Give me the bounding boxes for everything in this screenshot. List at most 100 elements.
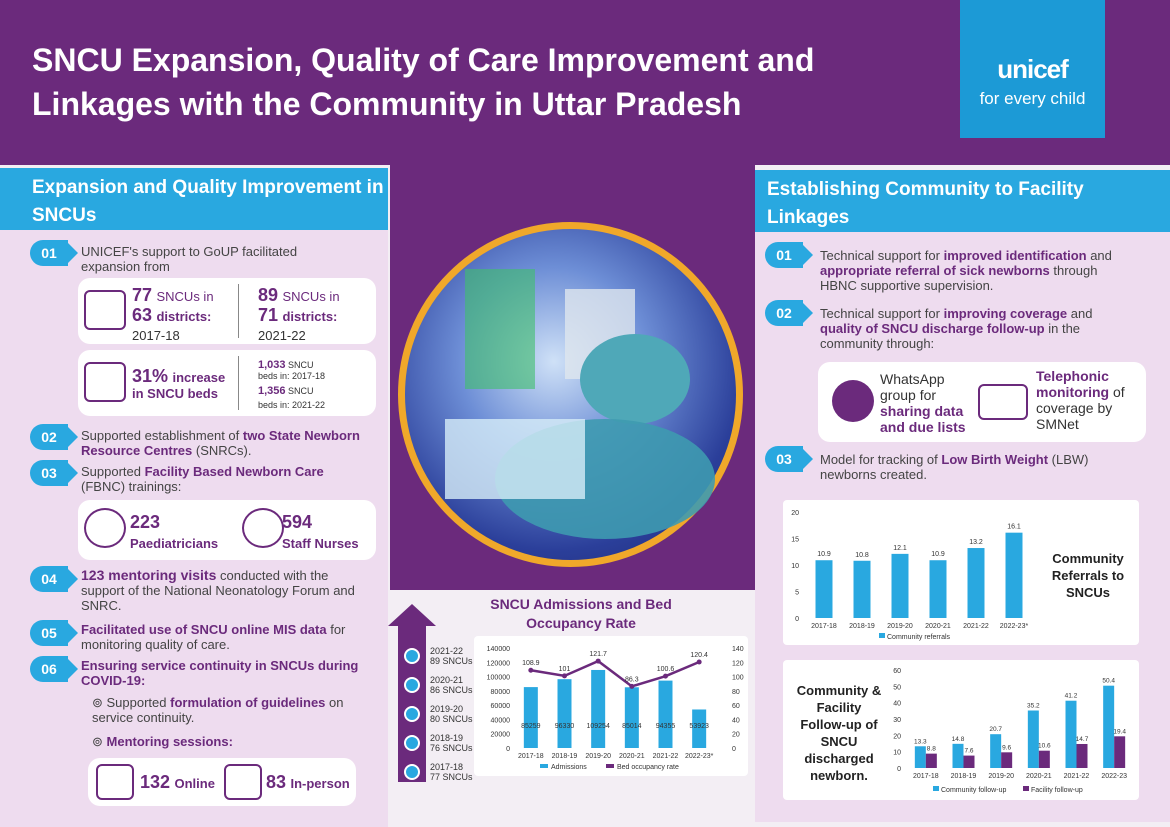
community-followup-bar [952,743,964,768]
unicef-logo[interactable]: unicef for every child [960,0,1105,138]
legend-swatch [933,786,939,791]
occupancy-data-label: 121.7 [589,651,607,658]
beds-unit: SNCU [288,360,314,370]
whatsapp-text: WhatsApp group for [880,371,945,403]
timeline-count: 80 SNCUs [430,714,473,724]
beds-year: beds in: 2017-18 [258,371,326,381]
y-tick-label: 100000 [487,675,510,682]
in-person-icon [224,764,262,800]
right-banner: Establishing Community to Facility Linka… [755,170,1170,232]
nurse-count: 594 [282,512,313,532]
admissions-data-label: 85014 [622,723,642,730]
item-text-plain: Model for tracking of [820,452,942,467]
paediatrician-icon [84,508,126,548]
item-text: Model for tracking of Low Birth Weight (… [820,452,1130,482]
x-tick-label: 2018-19 [849,623,875,630]
y2-tick-label: 140 [732,646,744,653]
occupancy-data-label: 101 [559,666,571,673]
sncu-count: 89 [258,285,279,305]
y-tick-label: 40000 [491,717,511,724]
bullet-text-bold: formulation of guidelines [170,695,326,710]
logo-tagline: for every child [979,89,1086,108]
item-text-bold: improving coverage [943,306,1068,321]
legend-label: Facility follow-up [1031,787,1083,794]
item-number: 01 [30,240,78,266]
occupancy-point [562,673,567,679]
timeline-label: 2017-18 77 SNCUs [430,762,473,782]
item-text: Facilitated use of SNCU online MIS data … [81,622,371,652]
timeline-year: 2018-19 [430,733,464,743]
legend-swatch [1023,786,1029,791]
x-tick-label: 2017-18 [811,623,837,630]
referrals-chart: 0 5 10 15 20 10.9 2017-18 10.8 2018-19 12.1 2019-2… [783,500,1139,645]
timeline-bar [398,622,426,782]
community-followup-bar [914,746,926,768]
y-tick-label: 30 [893,717,901,724]
item-text-plain: Technical support for [820,306,944,321]
referrals-chart-title: Community Referrals to SNCUs [1051,551,1125,600]
divider [238,284,239,338]
nurse-icon [242,508,284,548]
timeline-arrowhead [388,604,436,626]
increase-percent: 31% [132,366,169,386]
referral-data-label: 16.1 [1007,524,1021,531]
item-number: 02 [30,424,78,450]
occupancy-point [528,667,534,673]
item-text-plain: and [1067,306,1093,321]
occupancy-data-label: 108.9 [522,660,540,667]
y-tick-label: 60000 [491,703,511,710]
referral-bar [891,553,909,618]
admissions-bar [523,687,538,748]
x-tick-label: 2022-23* [1000,623,1029,630]
legend-swatch [879,633,885,638]
followup-data-label: 19.4 [1113,728,1126,735]
item-text-plain: (LBW) newborns created. [820,452,1089,482]
followup-chart-svg: 0 10 20 30 40 50 60 13.38.8 2017-18 14.8 7.6 2018-1… [893,668,1127,794]
nurse-label: Staff Nurses [282,536,359,551]
telephonic-text: of coverage by SMNet [1036,384,1125,432]
item-text-plain: (SNRCs). [192,443,252,458]
item-number: 02 [765,300,813,326]
followup-data-label: 13.3 [914,738,927,745]
x-tick-label: 2020-21 [925,623,951,630]
y-tick-label: 0 [897,766,901,773]
y-tick-label: 40 [893,701,901,708]
timeline-dot [404,764,420,780]
x-tick-label: 2017-18 [518,753,544,760]
legend-label: Admissions [551,764,587,771]
timeline-label: 2021-22 89 SNCUs [430,646,473,666]
admissions-data-label: 53923 [689,723,709,730]
item-text-plain: Technical support for [820,248,944,263]
item-number: 05 [30,620,78,646]
x-tick-label: 2019-20 [887,623,913,630]
referral-bar [815,560,833,618]
x-tick-label: 2018-19 [951,773,977,780]
referral-data-label: 12.1 [893,545,907,552]
item-text-bold: Facilitated use of SNCU online MIS data [81,622,327,637]
beds-count: 1,356 [258,385,286,397]
community-followup-bar [1103,685,1115,768]
community-followup-bar [1027,710,1039,768]
x-tick-label: 2020-21 [1026,773,1052,780]
y2-tick-label: 100 [732,675,744,682]
timeline-label: 2018-19 76 SNCUs [430,733,473,753]
timeline-label: 2020-21 86 SNCUs [430,675,473,695]
y-tick-label: 20000 [491,732,511,739]
y-tick-label: 5 [795,590,799,597]
y-tick-label: 60 [893,668,901,675]
followup-chart-title: Community & Facility Follow-up of SNCU d… [796,683,882,783]
sncu-count: 77 [132,285,153,305]
online-icon [96,764,134,800]
community-followup-bar [1065,700,1077,768]
bullet-icon: ⊚ [92,734,107,749]
paediatrician-count: 223 [130,512,161,532]
beds-card: 31% increase in SNCU beds 1,033 SNCU bed… [78,350,376,416]
trainings-card: 223 Paediatricians 594 Staff Nurses [78,500,376,560]
referral-bar [929,560,947,618]
occupancy-point [696,659,702,665]
y-tick-label: 140000 [487,646,510,653]
in-person-count: 83 [266,772,287,792]
in-person-label: In-person [290,776,350,791]
followup-data-label: 14.8 [952,736,965,743]
legend-label: Community referrals [887,634,951,641]
